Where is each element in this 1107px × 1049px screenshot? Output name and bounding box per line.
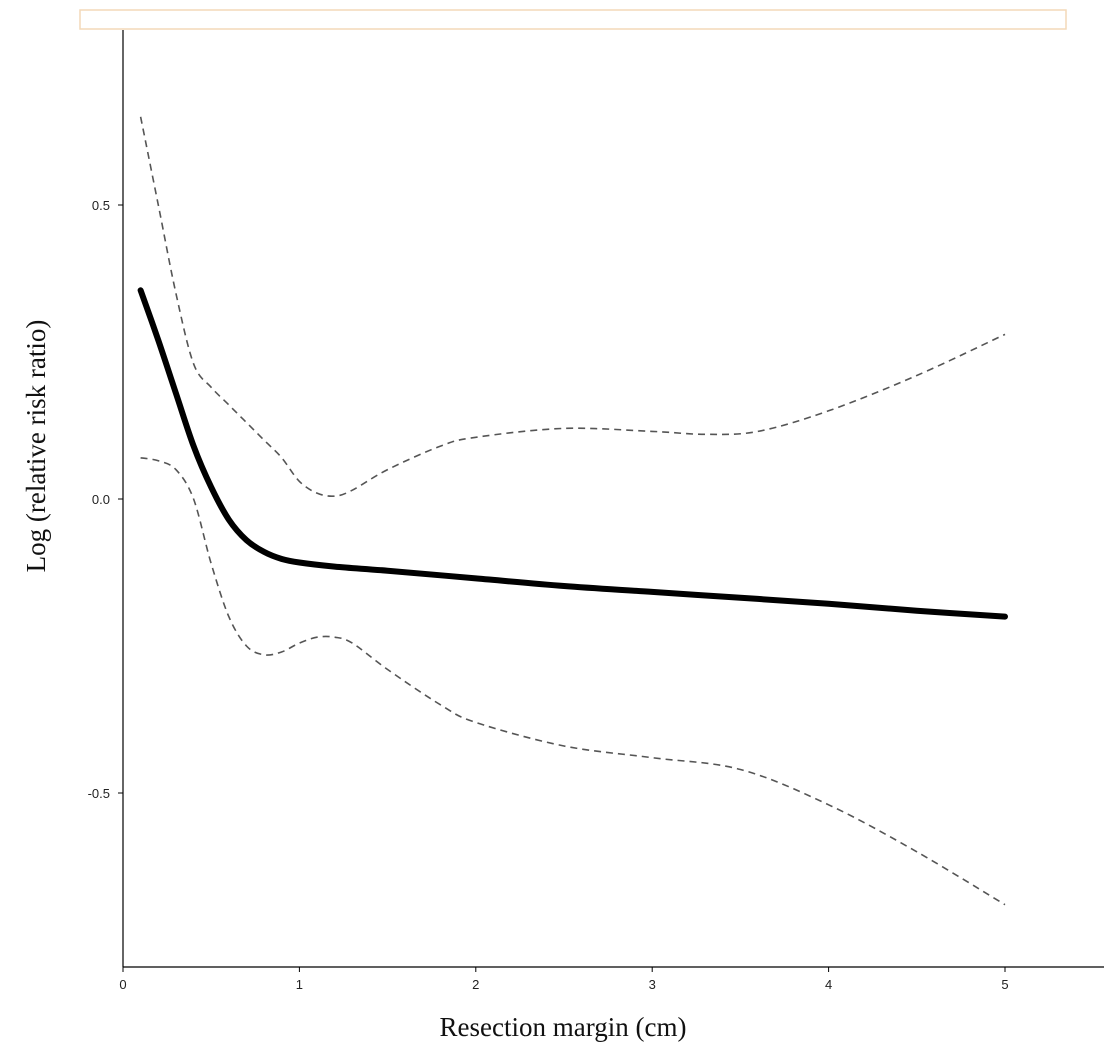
x-tick-label: 0 [119, 977, 126, 992]
x-tick-label: 2 [472, 977, 479, 992]
x-tick-label: 4 [825, 977, 832, 992]
y-tick-label: 0.0 [92, 492, 110, 507]
y-axis-title: Log (relative risk ratio) [21, 320, 51, 573]
x-tick-label: 5 [1001, 977, 1008, 992]
y-axis-ticks: -0.5 0.0 0.5 [88, 198, 123, 801]
estimate-line [137, 287, 1008, 620]
y-tick-label: -0.5 [88, 786, 110, 801]
x-tick-label: 3 [649, 977, 656, 992]
y-tick-label: 0.5 [92, 198, 110, 213]
axes [122, 30, 1104, 968]
x-tick-label: 1 [296, 977, 303, 992]
x-axis-title: Resection margin (cm) [440, 1012, 687, 1042]
x-axis-ticks: 0 1 2 3 4 5 [119, 967, 1009, 992]
lower-ci-line [140, 457, 1006, 906]
upper-ci-line [139, 116, 1006, 498]
top-frame [79, 9, 1067, 30]
series-layer [137, 116, 1008, 906]
